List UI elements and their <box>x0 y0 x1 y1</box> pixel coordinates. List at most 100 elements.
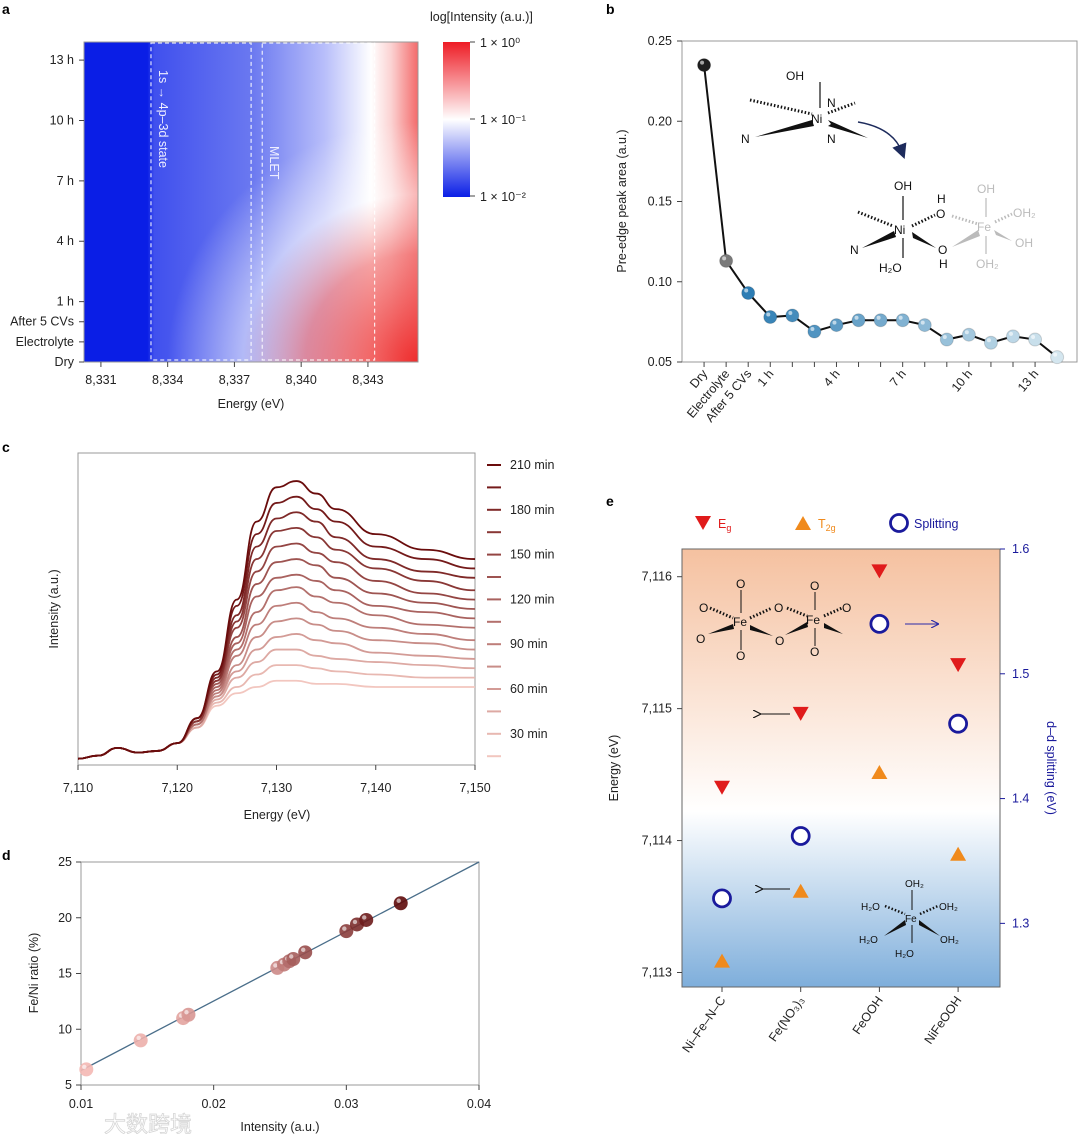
y-axis-label: Fe/Ni ratio (%) <box>27 933 41 1014</box>
data-point-highlight <box>788 310 793 315</box>
data-point-splitting <box>948 713 968 734</box>
y-tick-label: 0.15 <box>648 195 672 209</box>
data-point-highlight <box>362 915 367 920</box>
data-point-eg <box>792 706 809 721</box>
x-tick-label: 10 h <box>949 367 975 395</box>
y-axis-label: Pre-edge peak area (a.u.) <box>615 129 629 272</box>
data-point-highlight <box>273 963 278 968</box>
x-tick-label: NiFeOOH <box>922 994 965 1047</box>
data-point <box>1006 329 1021 344</box>
data-point <box>298 945 313 960</box>
data-point-highlight <box>352 919 358 925</box>
atom-label: OH₂ <box>976 257 999 271</box>
spectrum-line <box>77 679 475 760</box>
data-point-highlight <box>700 60 705 65</box>
y-tick-label-right: 1.3 <box>1012 916 1029 930</box>
atom-label: Fe <box>733 615 747 629</box>
atom-label: OH <box>894 179 912 193</box>
colorbar-tick: 1 × 10⁻¹ <box>480 113 526 127</box>
panel-label-b: b <box>606 1 615 17</box>
legend-marker-t2g <box>795 516 811 530</box>
data-point <box>359 912 374 927</box>
molecule-ni-fe-bridge: OH Ni N H₂O H O O H Fe OH OH₂ OH OH₂ <box>850 179 1036 275</box>
molecule-fe2o10: O O Fe O O O Fe O O O O <box>696 577 851 663</box>
colorbar <box>443 42 470 197</box>
spectrum-line <box>77 586 476 760</box>
atom-label: OH <box>1015 236 1033 250</box>
atom-label: O <box>736 649 745 663</box>
panel-label-a: a <box>2 1 10 17</box>
x-tick-label: 0.02 <box>201 1097 225 1111</box>
y-axis-label-left: Energy (eV) <box>607 735 621 802</box>
data-point <box>181 1007 196 1022</box>
y-tick-label: 20 <box>58 911 72 925</box>
x-tick-label: 1 h <box>755 367 777 389</box>
annotation-box <box>261 42 376 361</box>
atom-label: O <box>810 645 819 659</box>
x-tick-label: 7,130 <box>261 781 292 795</box>
data-point-highlight <box>82 1064 87 1070</box>
x-tick-label: 0.01 <box>69 1097 93 1111</box>
x-tick-label: 0.03 <box>334 1097 358 1111</box>
data-point <box>983 335 998 350</box>
y-tick-label: After 5 CVs <box>10 315 74 329</box>
y-tick-label: Dry <box>55 355 75 369</box>
x-tick-label: 8,340 <box>286 373 317 387</box>
data-point <box>961 327 976 342</box>
x-tick-label: 7,140 <box>360 781 391 795</box>
legend-label: 180 min <box>510 503 555 517</box>
atom-label: H₂O <box>879 261 902 275</box>
y-tick-label-right: 1.4 <box>1012 792 1029 806</box>
legend-label: Splitting <box>914 517 959 531</box>
x-tick-label: 7 h <box>887 367 909 389</box>
y-tick-label-right: 1.5 <box>1012 667 1029 681</box>
y-tick-label-left: 7,114 <box>642 834 672 848</box>
data-point-highlight <box>964 330 969 335</box>
data-point-highlight <box>301 947 306 953</box>
data-point-highlight <box>744 288 749 293</box>
data-point-highlight <box>920 320 925 325</box>
x-tick-label: Ni–Fe–N–C <box>680 994 729 1056</box>
atom-label: Fe <box>806 613 820 627</box>
data-point-highlight <box>898 315 903 320</box>
x-tick-label: 8,343 <box>352 373 383 387</box>
atom-label: OH₂ <box>939 902 958 913</box>
atom-label: Fe <box>905 914 917 925</box>
colorbar-tick: 1 × 10⁰ <box>480 36 520 50</box>
colorbar-title: log[Intensity (a.u.)] <box>430 10 533 24</box>
atom-label: H₂O <box>895 949 914 960</box>
data-point <box>393 896 408 911</box>
legend-label: Eg <box>718 517 731 533</box>
data-point-highlight <box>876 315 881 320</box>
spectrum-line <box>77 542 476 760</box>
panel-a-heatmap: Energy (eV) log[Intensity (a.u.)] 1 × 10… <box>10 10 533 411</box>
colorbar-tick: 1 × 10⁻² <box>480 190 526 204</box>
spectrum-line <box>77 558 476 760</box>
data-point <box>829 318 844 333</box>
panel-d-chart: Intensity (a.u.) Fe/Ni ratio (%) 大数跨境 0.… <box>27 855 491 1134</box>
y-tick-label-right: 1.6 <box>1012 542 1029 556</box>
data-point <box>697 58 712 73</box>
x-tick-label: 13 h <box>1015 367 1041 395</box>
data-point-highlight <box>766 312 771 317</box>
atom-label: OH₂ <box>940 935 959 946</box>
data-point-t2g <box>714 953 730 968</box>
y-tick-label-left: 7,116 <box>642 570 672 584</box>
y-tick-label: 0.20 <box>648 114 672 128</box>
data-point-highlight <box>396 898 401 903</box>
panel-e-chart: Energy (eV) d–d splitting (eV) O O Fe O … <box>607 513 1058 1056</box>
atom-label: N <box>850 243 859 257</box>
y-tick-label: 7 h <box>57 174 74 188</box>
y-tick-label: 25 <box>58 855 72 869</box>
legend-label: 60 min <box>510 682 548 696</box>
molecule-fe-h2o6: OH₂ H₂O Fe OH₂ H₂O OH₂ H₂O <box>859 879 959 960</box>
curved-arrow-icon <box>857 121 907 160</box>
data-point-t2g <box>950 846 967 861</box>
data-point-t2g <box>792 883 809 898</box>
data-point <box>719 253 734 268</box>
molecule-ni-n3-oh: OH Ni N N N <box>741 69 868 146</box>
x-axis-label: Energy (eV) <box>244 808 311 822</box>
data-point <box>1050 350 1065 365</box>
x-tick-label: 0.04 <box>467 1097 491 1111</box>
y-tick-label: 15 <box>58 967 72 981</box>
